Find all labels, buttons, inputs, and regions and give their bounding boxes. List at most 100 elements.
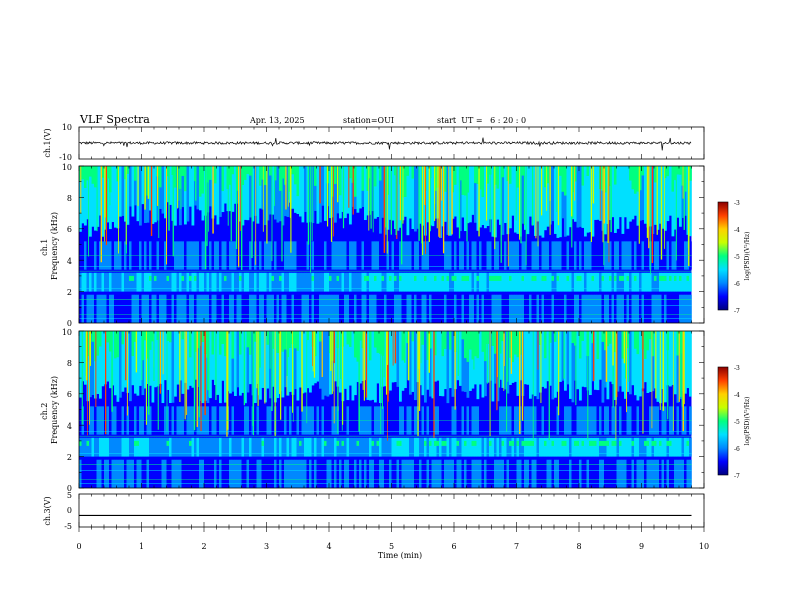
spec-low-hot bbox=[336, 440, 340, 446]
spec-upper-band bbox=[209, 331, 212, 399]
spec-bottom-band bbox=[301, 294, 305, 323]
spec-bottom-band bbox=[494, 459, 497, 488]
spec-low-hot bbox=[651, 440, 655, 446]
spec-low-band bbox=[539, 437, 542, 457]
spec-upper-band bbox=[371, 331, 375, 400]
ch2-ytick-0: 0 bbox=[67, 484, 72, 493]
spec-bottom-band bbox=[574, 294, 577, 323]
spec-upper-band bbox=[331, 331, 335, 392]
spec-bottom-band bbox=[614, 294, 617, 323]
spec-bottom-band bbox=[689, 459, 692, 488]
spec-upper-hot bbox=[246, 166, 250, 175]
spec-bottom-band bbox=[96, 459, 100, 488]
spec-low-band bbox=[621, 272, 625, 292]
spec-upper-band bbox=[546, 166, 550, 227]
spec-low-band bbox=[89, 272, 92, 292]
spec-low-band bbox=[81, 272, 85, 292]
spec-low-hot bbox=[509, 440, 512, 446]
spec-bottom-band bbox=[81, 294, 85, 323]
spec-bottom-band bbox=[146, 294, 150, 323]
spec-low-band bbox=[116, 437, 120, 457]
ch2-colorbar: -3 -4 -5 -6 -7 log(PSD)(V²/Hz) bbox=[717, 365, 751, 480]
spec-low-band bbox=[524, 272, 527, 292]
spec-upper-hot bbox=[174, 166, 177, 188]
spec-bottom-band bbox=[641, 294, 645, 323]
spec-upper-hot bbox=[86, 166, 90, 181]
spec-upper-band bbox=[421, 331, 425, 396]
spec-low-hot bbox=[634, 275, 637, 281]
spec-low-band bbox=[591, 272, 595, 292]
spec-upper-band bbox=[314, 166, 317, 211]
spec-bottom-band bbox=[121, 294, 125, 323]
spec-low-band bbox=[644, 437, 647, 457]
spec-bottom-band bbox=[556, 294, 560, 323]
ch1-cbar-tick-m3: -3 bbox=[734, 200, 740, 207]
spec-upper-band bbox=[166, 166, 170, 203]
spec-low-band bbox=[471, 272, 475, 292]
spec-bottom-band bbox=[374, 294, 377, 323]
spec-low-band bbox=[521, 437, 525, 457]
spec-low-hot bbox=[341, 440, 345, 446]
spec-low-band bbox=[361, 272, 365, 292]
spec-bottom-band bbox=[141, 459, 145, 488]
spec-upper-band bbox=[241, 331, 245, 393]
spec-upper-hot bbox=[274, 166, 277, 181]
spec-upper-band bbox=[274, 166, 277, 220]
spec-bottom-band bbox=[464, 294, 467, 323]
spec-upper-band bbox=[349, 166, 352, 225]
spec-upper-band bbox=[529, 166, 532, 217]
spec-upper-hot bbox=[441, 331, 445, 357]
spec-low-hot bbox=[566, 275, 570, 281]
spec-low-band bbox=[106, 272, 110, 292]
spec-bottom-band bbox=[224, 294, 227, 323]
spec-bottom-band bbox=[584, 294, 587, 323]
spec-upper-band bbox=[614, 331, 617, 401]
spec-upper-band bbox=[419, 331, 422, 386]
spec-bottom-band bbox=[429, 459, 432, 488]
spec-bottom-band bbox=[566, 294, 570, 323]
spec-bottom-band bbox=[541, 459, 545, 488]
spec-upper-band bbox=[216, 166, 220, 225]
spec-bottom-band bbox=[271, 459, 275, 488]
spec-bottom-band bbox=[101, 294, 105, 323]
spec-low-band bbox=[234, 437, 237, 457]
spec-low-band bbox=[484, 272, 487, 292]
spec-low-band bbox=[474, 437, 477, 457]
spec-bottom-band bbox=[416, 459, 420, 488]
spec-bottom-band bbox=[171, 294, 175, 323]
spec-low-hot bbox=[509, 275, 512, 281]
spec-bottom-band bbox=[96, 294, 100, 323]
spec-upper-band bbox=[574, 166, 577, 222]
spec-low-band bbox=[486, 437, 490, 457]
spec-upper-band bbox=[221, 331, 225, 381]
spec-low-band bbox=[499, 437, 502, 457]
spec-upper-band bbox=[91, 331, 95, 395]
spec-upper-band bbox=[494, 166, 497, 238]
spec-upper-band bbox=[124, 166, 127, 222]
spec-low-band bbox=[386, 437, 390, 457]
spec-bottom-band bbox=[201, 294, 205, 323]
spec-bottom-band bbox=[549, 459, 552, 488]
spec-low-hot bbox=[501, 440, 505, 446]
spec-bottom-band bbox=[339, 294, 342, 323]
spec-low-band bbox=[146, 437, 150, 457]
spec-upper-hot bbox=[486, 331, 490, 344]
spec-upper-band bbox=[626, 331, 630, 392]
spec-bottom-band bbox=[204, 294, 207, 323]
spec-bottom-band bbox=[504, 294, 507, 323]
spec-low-band bbox=[671, 437, 675, 457]
spec-upper-band bbox=[86, 166, 90, 220]
spec-bottom-band bbox=[161, 459, 165, 488]
spec-bottom-band bbox=[509, 294, 512, 323]
spec-upper-hot bbox=[181, 166, 185, 176]
spec-upper-band bbox=[321, 331, 325, 400]
spec-low-band bbox=[356, 437, 360, 457]
spec-low-band bbox=[414, 437, 417, 457]
spec-low-hot bbox=[581, 440, 585, 446]
spec-bottom-band bbox=[681, 294, 685, 323]
spec-upper-hot bbox=[116, 166, 120, 182]
spec-bottom-band bbox=[426, 294, 430, 323]
spec-upper-hot bbox=[271, 331, 275, 349]
ch1-ytick-0: 0 bbox=[67, 319, 72, 328]
spec-low-hot bbox=[531, 275, 535, 281]
